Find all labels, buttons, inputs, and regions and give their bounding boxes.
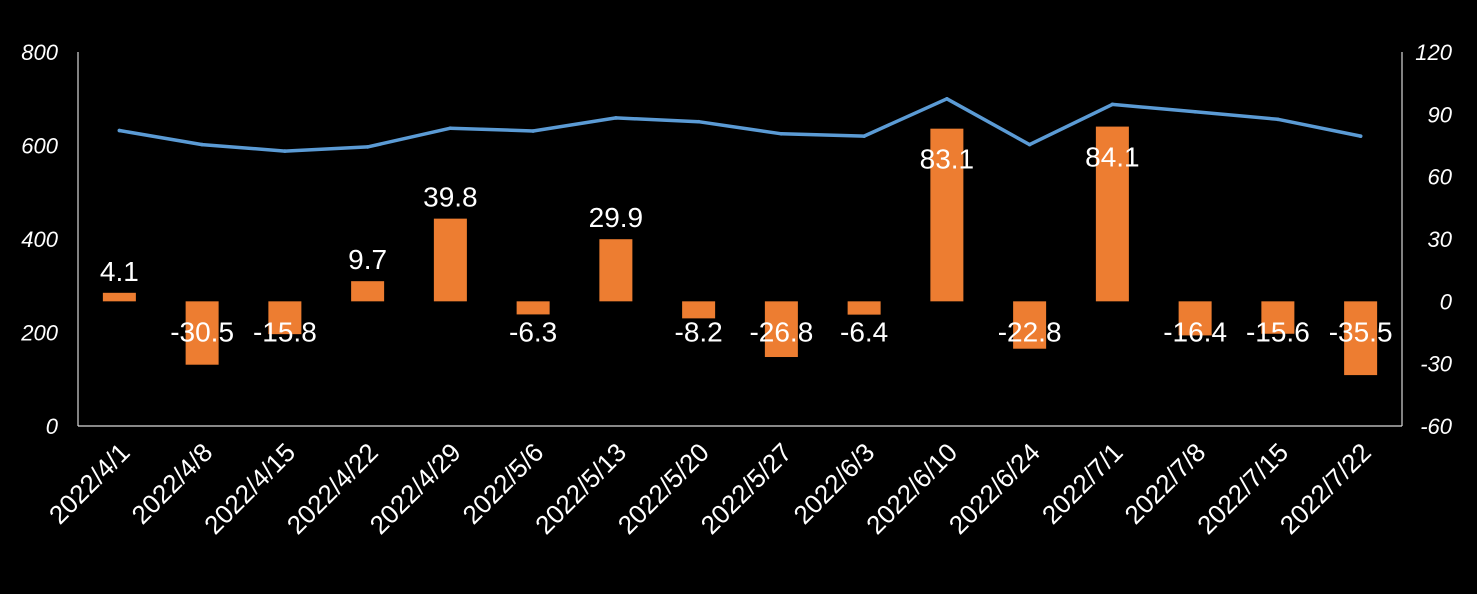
right-tick-label: -30	[1420, 352, 1453, 377]
line-point	[531, 129, 535, 133]
x-tick-label: 2022/7/22	[1274, 437, 1377, 540]
bar	[268, 301, 302, 335]
bar-data-label: -30.5	[170, 316, 234, 347]
line-point	[779, 132, 784, 136]
right-tick-label: 0	[1440, 289, 1453, 314]
right-tick-label: -60	[1420, 414, 1453, 439]
bar	[185, 301, 219, 365]
left-tick-label: 0	[46, 414, 59, 439]
axis-lines	[77, 52, 1403, 427]
bar-data-label: 4.1	[100, 256, 139, 287]
bar	[930, 128, 964, 302]
bar	[516, 301, 550, 315]
bar-data-label: 84.1	[1085, 142, 1140, 173]
line-point	[1027, 142, 1032, 147]
bar	[847, 301, 881, 315]
right-tick-label: 60	[1428, 165, 1453, 190]
line-point	[200, 142, 204, 147]
line-point	[1193, 110, 1197, 114]
bar-data-label: -26.8	[749, 316, 813, 347]
line-series	[117, 96, 1363, 153]
bar	[1095, 126, 1129, 302]
bar	[1261, 301, 1295, 334]
bar-data-label: 39.8	[423, 182, 478, 213]
bar-data-label: -22.8	[998, 316, 1062, 347]
bar	[1178, 301, 1212, 336]
x-tick-label: 2022/5/27	[695, 437, 798, 540]
bar-data-label: -8.2	[675, 316, 723, 347]
bar-data-label: -16.4	[1163, 316, 1227, 347]
bar-data-label: 83.1	[920, 144, 975, 175]
bar	[764, 301, 798, 358]
x-tick-label: 2022/6/24	[943, 437, 1046, 540]
right-tick-label: 30	[1428, 227, 1453, 252]
bar-data-label: -6.3	[509, 316, 557, 347]
line-point	[1276, 117, 1280, 122]
line-point	[365, 145, 370, 149]
right-tick-label: 120	[1415, 40, 1452, 65]
left-tick-label: 600	[21, 134, 58, 159]
bar	[351, 281, 385, 302]
line-point	[862, 134, 866, 138]
bar-series	[102, 126, 1378, 376]
bar	[1344, 301, 1378, 376]
line-point	[614, 116, 618, 120]
bar	[102, 292, 136, 302]
left-axis-ticks: 0 200 400 600 800	[20, 40, 58, 439]
bar-data-label: 9.7	[348, 244, 387, 275]
bar-data-label: 29.9	[589, 202, 644, 233]
left-tick-label: 400	[21, 227, 58, 252]
bar	[682, 301, 716, 319]
line-point	[117, 128, 122, 133]
bar-data-label: -15.6	[1246, 316, 1310, 347]
x-tick-label: 2022/4/29	[364, 437, 467, 540]
left-tick-label: 200	[20, 321, 58, 346]
line-path	[117, 97, 1363, 153]
right-axis-ticks: -60 -30 0 30 60 90 120	[1415, 40, 1452, 439]
line-point	[1358, 134, 1363, 138]
line-point	[283, 149, 287, 153]
line-point	[448, 126, 453, 131]
right-tick-label: 90	[1428, 102, 1453, 127]
bar	[1013, 301, 1047, 349]
bar	[599, 239, 633, 302]
line-point	[696, 119, 701, 124]
bar-data-labels: 4.1 -30.5 -15.8 9.7 39.8 -6.3 29.9 -8.2 -26.8 -6.…	[100, 142, 1393, 348]
left-tick-label: 800	[21, 40, 58, 65]
x-tick-label: 2022/7/1	[1036, 437, 1129, 530]
line-point	[945, 96, 949, 101]
x-axis-ticks: 2022/4/12022/4/82022/4/152022/4/222022/4…	[43, 437, 1377, 540]
bar	[433, 218, 467, 302]
line-point	[1110, 102, 1115, 107]
bar-data-label: -6.4	[840, 316, 888, 347]
x-tick-label: 2022/4/1	[43, 437, 136, 530]
bar-data-label: -15.8	[253, 316, 317, 347]
bar-data-label: -35.5	[1329, 316, 1393, 347]
